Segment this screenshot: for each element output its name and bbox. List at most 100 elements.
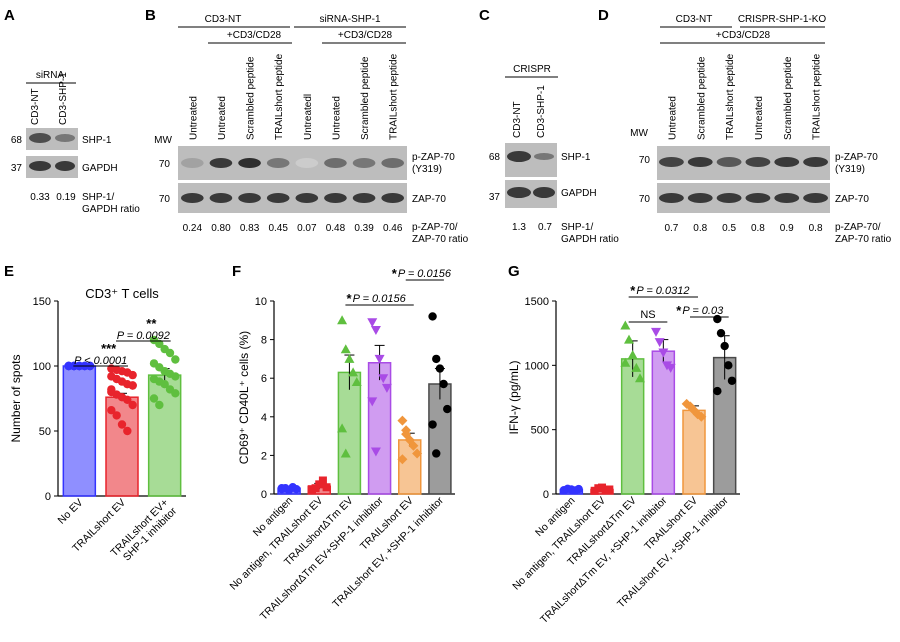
y-axis-label: IFN-γ (pg/mL) <box>507 360 521 434</box>
ratio-value: 0.07 <box>297 223 317 234</box>
band-label: GAPDH <box>82 163 118 174</box>
bar <box>62 365 97 497</box>
data-point <box>720 341 729 351</box>
group-label: CD3-NT <box>676 14 713 25</box>
band-zap70-1 <box>209 193 233 203</box>
y-tick-label: 8 <box>261 335 267 347</box>
ratio-label: GAPDH ratio <box>561 234 619 245</box>
lane-label-1: Untreated <box>217 96 228 140</box>
blot-panel-a: siRNA CD3-NT CD3-SHP-1 68 37 SHP-1 GAPDH 0.33 0.… <box>11 70 140 215</box>
data-point <box>627 350 638 360</box>
ratio-value: 0.7 <box>664 223 678 234</box>
ratio-label: GAPDH ratio <box>82 204 140 215</box>
significance-p: P = 0.03 <box>682 305 724 317</box>
band-shp1-1 <box>55 134 75 142</box>
lane-label-0: Untreated <box>188 96 199 140</box>
band-label: ZAP-70 <box>412 194 446 205</box>
data-point <box>171 389 180 398</box>
data-point <box>171 372 180 381</box>
group-label: siRNA-SHP-1 <box>319 14 381 25</box>
data-point <box>381 383 392 393</box>
stim-label: +CD3/CD28 <box>227 30 282 41</box>
panel-letter: E <box>4 263 14 280</box>
data-point <box>322 483 331 492</box>
band-label: SHP-1 <box>82 135 112 146</box>
band-zap70-0 <box>659 193 684 203</box>
mw-title: MW <box>630 128 648 139</box>
x-tick-label: TRAILshort EV <box>642 495 700 553</box>
data-point <box>112 411 121 420</box>
band-label: p-ZAP-70 <box>412 152 455 163</box>
y-tick-label: 150 <box>33 296 51 308</box>
data-point <box>107 385 116 394</box>
panel-letter-D: D <box>598 7 609 24</box>
ratio-value: 0.48 <box>326 223 346 234</box>
data-point <box>428 312 437 321</box>
data-point <box>635 373 645 383</box>
band-zap70-2 <box>238 193 261 203</box>
data-point <box>727 376 737 385</box>
data-point <box>378 374 389 384</box>
ratio-value: 0.39 <box>354 223 374 234</box>
lane-label-1: Scrambled peptide <box>696 56 707 140</box>
data-point <box>123 395 132 404</box>
band-zap70-5 <box>803 193 828 203</box>
data-point <box>408 440 419 451</box>
y-tick-label: 1500 <box>525 296 549 308</box>
band-gapdh-1 <box>533 187 555 198</box>
ratio-value: 0.80 <box>211 223 231 234</box>
band-shp1-0 <box>29 133 51 143</box>
data-point <box>351 377 362 387</box>
data-point <box>165 348 175 358</box>
band-shp1-1 <box>534 153 554 160</box>
data-point <box>307 485 316 494</box>
data-point <box>435 364 445 373</box>
band-pzap70-6 <box>352 158 376 168</box>
data-point <box>370 447 381 457</box>
ratio-value: 0.19 <box>56 192 76 203</box>
data-point <box>337 423 348 433</box>
data-point <box>620 357 631 367</box>
data-point <box>155 400 164 410</box>
significance-stars: *** <box>101 341 117 356</box>
lane-label-5: TRAILshort peptide <box>812 53 823 140</box>
data-point <box>713 386 722 396</box>
lane-label-0: Untreated <box>667 96 678 140</box>
x-tick-label: No EV <box>56 497 86 527</box>
data-point <box>696 411 707 422</box>
mw-marker: 37 <box>489 192 501 203</box>
y-axis-label: CD69⁺ CD40L⁺ cells (%) <box>237 331 251 464</box>
blot-strip-zap70 <box>657 183 830 213</box>
y-axis-label: Number of spots <box>9 354 23 442</box>
data-point <box>344 353 355 363</box>
lane-label-5: Untreated <box>331 96 342 140</box>
y-tick-label: 0 <box>45 491 51 503</box>
data-point <box>397 454 408 465</box>
ratio-label: p-ZAP-70/ <box>835 222 881 233</box>
band-pzap70-5 <box>324 158 347 168</box>
lane-label-1: CD3-SHP-1 <box>536 85 547 138</box>
data-point <box>370 325 381 335</box>
significance-p: P = 0.0092 <box>117 330 170 342</box>
band-label: SHP-1 <box>561 152 591 163</box>
data-point <box>624 334 634 344</box>
ratio-label: ZAP-70 ratio <box>412 234 469 245</box>
data-point <box>348 367 359 377</box>
band-pzap70-2 <box>716 157 742 167</box>
band-zap70-5 <box>324 193 347 203</box>
data-point <box>620 320 631 330</box>
band-pzap70-4 <box>774 157 800 167</box>
chart-panel-e: E CD3⁺ T cells 0 50 100 150 Number of spots No … <box>4 263 186 564</box>
data-point <box>397 415 408 426</box>
band-gapdh-1 <box>55 161 75 171</box>
band-gapdh-0 <box>29 161 51 171</box>
mw-marker: 70 <box>159 194 171 205</box>
data-point <box>123 426 132 436</box>
y-tick-label: 0 <box>543 489 549 501</box>
data-point <box>318 476 327 485</box>
band-zap70-6 <box>352 193 376 203</box>
data-point <box>716 328 726 338</box>
x-tick-label: TRAILshort EV, +SHP-1 inhibitor <box>615 494 731 610</box>
bar <box>337 371 362 495</box>
